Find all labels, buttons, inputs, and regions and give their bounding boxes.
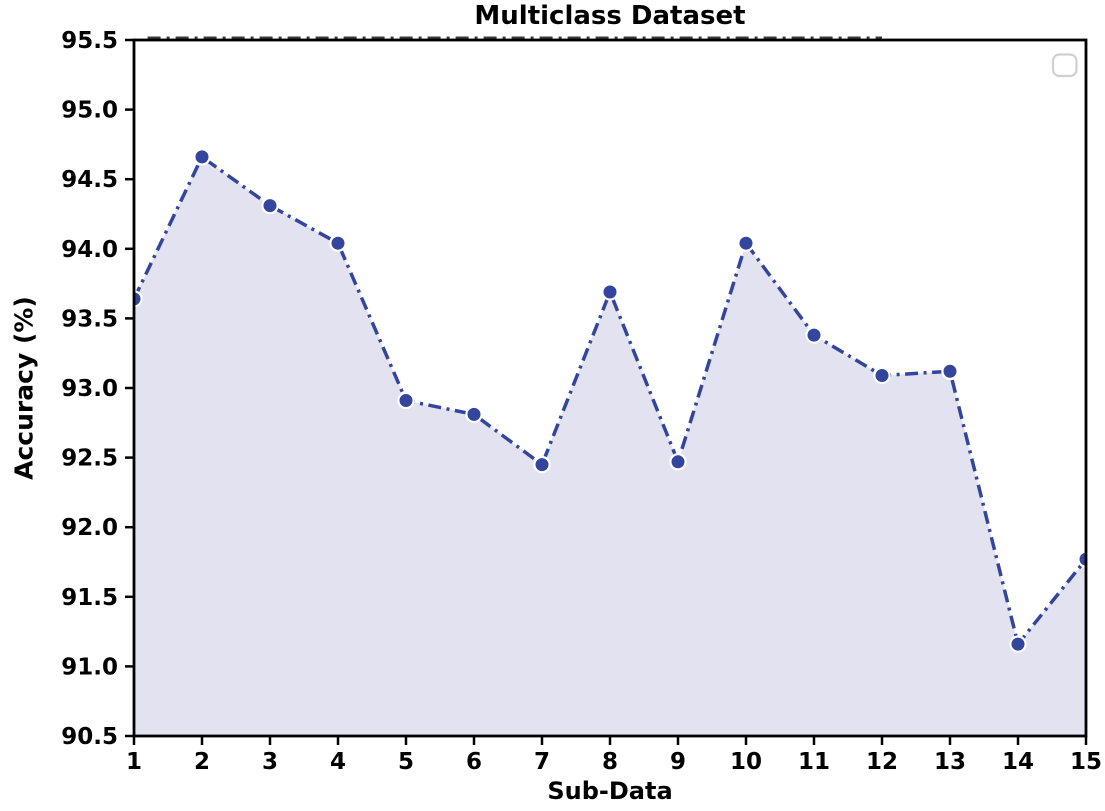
x-tick-label: 1	[126, 749, 142, 775]
x-tick-label: 14	[1002, 749, 1034, 775]
chart-title: Multiclass Dataset	[474, 1, 746, 31]
data-point-marker	[533, 455, 551, 474]
y-tick-label: 91.5	[61, 585, 118, 611]
x-tick-label: 2	[194, 749, 210, 775]
y-tick-label: 95.5	[61, 28, 118, 54]
y-axis-label: Accuracy (%)	[9, 296, 39, 480]
x-tick-label: 4	[330, 749, 346, 775]
x-tick-label: 13	[934, 749, 966, 775]
y-axis-ticks: 95.5 95.0 94.5 94.0 93.5 93.0 92.5 92.0 91.5 91.0…	[61, 28, 134, 750]
data-point-marker	[329, 234, 347, 252]
data-point-marker	[465, 405, 483, 424]
y-tick-label: 93.5	[61, 306, 118, 332]
y-tick-label: 93.0	[61, 376, 118, 402]
x-tick-label: 5	[398, 749, 414, 775]
data-point-marker	[193, 148, 211, 166]
x-tick-label: 3	[262, 749, 278, 775]
x-tick-label: 8	[602, 749, 618, 775]
data-point-marker	[1009, 635, 1027, 653]
data-point-marker	[805, 326, 823, 344]
area-fill	[134, 156, 1086, 736]
y-tick-label: 91.0	[61, 654, 118, 680]
x-tick-label: 12	[866, 749, 898, 775]
x-tick-label: 11	[798, 749, 830, 775]
y-tick-label: 92.5	[61, 446, 118, 472]
y-tick-label: 95.0	[61, 98, 118, 124]
y-tick-label: 94.5	[61, 167, 118, 193]
series-markers	[134, 148, 1086, 653]
data-point-marker	[397, 391, 415, 410]
x-tick-label: 9	[670, 749, 686, 775]
legend-box	[1051, 53, 1078, 78]
x-tick-label: 15	[1070, 749, 1102, 775]
data-point-marker	[873, 366, 891, 385]
data-point-marker	[737, 234, 755, 252]
x-tick-label: 10	[730, 749, 762, 775]
y-tick-label: 90.5	[61, 724, 118, 750]
y-tick-label: 94.0	[61, 237, 118, 263]
data-point-marker	[261, 196, 279, 215]
data-point-marker	[941, 362, 959, 380]
data-point-marker	[601, 283, 619, 301]
x-axis-label: Sub-Data	[547, 777, 673, 805]
data-point-marker	[1077, 550, 1086, 568]
x-tick-label: 7	[534, 749, 550, 775]
data-point-marker	[669, 453, 687, 471]
x-axis-ticks: 1 2 3 4 5 6 7 8 9 10 11 12 13 14 15	[126, 736, 1102, 775]
x-tick-label: 6	[466, 749, 482, 775]
y-tick-label: 92.0	[61, 515, 118, 541]
